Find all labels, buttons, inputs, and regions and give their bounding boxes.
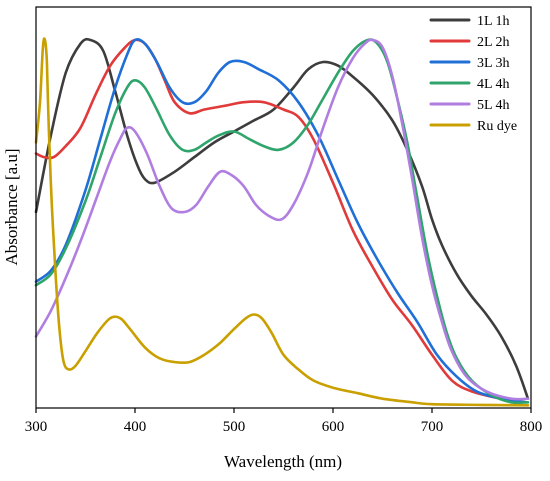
series-line-3 <box>34 38 530 405</box>
series-layer <box>34 37 530 407</box>
plot-frame <box>35 6 532 409</box>
series-line-5 <box>34 37 530 407</box>
x-tick-label: 600 <box>322 419 345 435</box>
legend-label: 2L 2h <box>477 35 510 50</box>
series-line-0 <box>34 37 530 400</box>
legend: 1L 1h 2L 2h 3L 3h 4L 4h 5L 4h Ru dye <box>429 14 517 134</box>
legend-label: Ru dye <box>477 119 517 134</box>
y-axis-label: Absorbance [a.u] <box>2 148 21 265</box>
x-ticks: 300 400 500 600 700 800 <box>25 408 543 435</box>
x-axis-label: Wavelength (nm) <box>224 452 342 471</box>
legend-label: 5L 4h <box>477 98 510 113</box>
x-tick-label: 800 <box>520 419 543 435</box>
x-tick-label: 400 <box>124 419 147 435</box>
x-tick-label: 300 <box>25 419 48 435</box>
series-line-1 <box>34 38 528 404</box>
legend-label: 1L 1h <box>477 14 510 29</box>
series-line-2 <box>34 38 528 404</box>
legend-label: 4L 4h <box>477 77 510 92</box>
x-tick-label: 700 <box>421 419 444 435</box>
series-line-4 <box>34 38 530 401</box>
x-tick-label: 500 <box>223 419 246 435</box>
legend-label: 3L 3h <box>477 56 510 71</box>
